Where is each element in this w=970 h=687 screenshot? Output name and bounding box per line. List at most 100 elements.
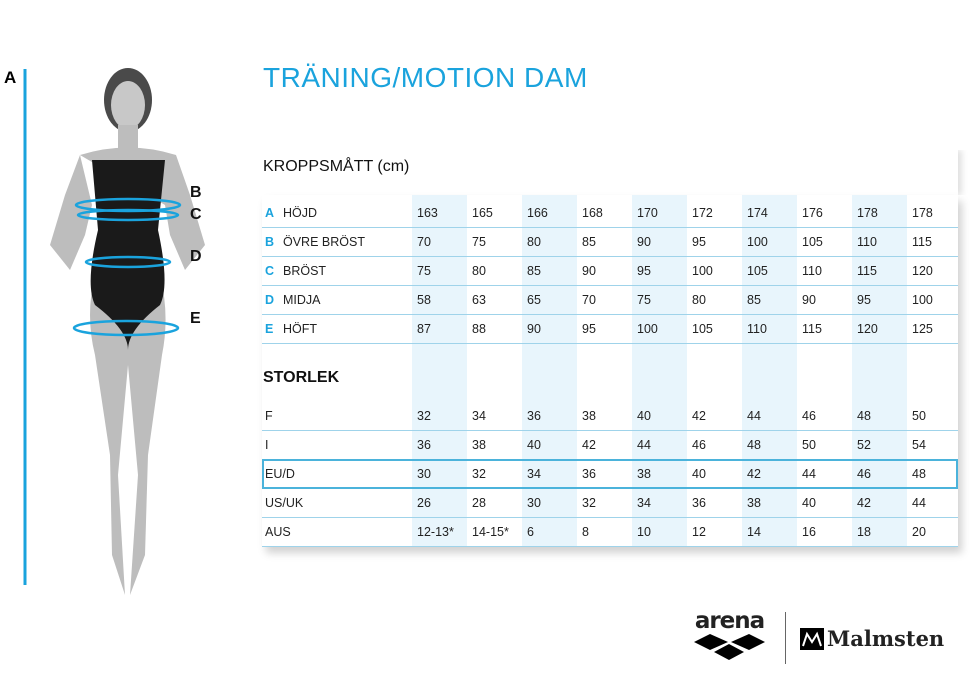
table-cell: 75 [637,293,651,307]
table-cell: 42 [692,409,706,423]
table-cell: 168 [582,206,603,220]
table-cell: 90 [637,235,651,249]
figure-label-d: D [190,248,202,265]
figure-label-b: B [190,184,202,201]
table-row-aus: AUS 12-13* 14-15* 6 8 10 12 14 16 18 20 [262,517,958,547]
row-label-text: I [265,438,269,452]
table-cell: 178 [857,206,878,220]
figure-label-a: A [4,68,16,87]
table-cell: 80 [527,235,541,249]
table-cell: 48 [912,467,926,481]
table-cell: 95 [637,264,651,278]
table-cell: 32 [582,496,596,510]
size-table: A HÖJD 163 165 166 168 170 172 174 176 178 178 B ÖVRE… [262,195,958,547]
table-cell: 110 [857,235,877,249]
table-cell: 12 [692,525,706,539]
table-cell: 85 [527,264,541,278]
row-letter: A [265,206,275,220]
table-cell: 8 [582,525,589,539]
table-cell: 115 [857,264,877,278]
table-cell: 174 [747,206,768,220]
row-label-text: AUS [265,525,291,539]
row-label: E HÖFT [265,322,317,336]
table-cell: 38 [747,496,761,510]
table-cell: 75 [417,264,431,278]
table-cell: 75 [472,235,486,249]
table-cell: 90 [802,293,816,307]
table-cell: 14 [747,525,761,539]
table-cell: 87 [417,322,431,336]
table-row-h-ft: E HÖFT 87 88 90 95 100 105 110 115 120 125 [262,314,958,344]
table-cell: 30 [527,496,541,510]
table-cell: 48 [857,409,871,423]
table-cell: 36 [527,409,541,423]
table-cell: 176 [802,206,823,220]
table-cell: 18 [857,525,871,539]
table-cell: 100 [692,264,713,278]
table-cell: 10 [637,525,651,539]
row-letter: D [265,293,275,307]
table-cell: 165 [472,206,493,220]
table-cell: 85 [582,235,596,249]
table-cell: 110 [747,322,767,336]
table-cell: 16 [802,525,816,539]
malmsten-logo: Malmsten [800,626,944,651]
row-label-text: BRÖST [283,264,327,278]
table-cell: 42 [857,496,871,510]
table-cell: 163 [417,206,438,220]
logo-divider [785,612,786,664]
table-cell: 46 [857,467,871,481]
table-cell: 110 [802,264,822,278]
table-cell: 170 [637,206,658,220]
row-label-text: ÖVRE BRÖST [283,235,365,249]
row-label-text: EU/D [265,467,295,481]
table-cell: 70 [582,293,596,307]
table-row-eu-d: EU/D 30 32 34 36 38 40 42 44 46 48 [262,459,958,489]
table-cell: 120 [912,264,933,278]
table-cell: 80 [472,264,486,278]
table-cell: 12-13* [417,525,454,539]
row-label-text: F [265,409,273,423]
row-letter: E [265,322,274,336]
model-figure: A B C D E [4,68,205,595]
table-cell: 48 [747,438,761,452]
row-label-text: HÖFT [283,322,318,336]
table-row-br-st: C BRÖST 75 80 85 90 95 100 105 110 115 120 [262,256,958,286]
arena-logo: arena [692,610,767,666]
row-label-text: US/UK [265,496,304,510]
table-cell: 32 [472,467,486,481]
table-cell: 178 [912,206,933,220]
table-cell: 44 [802,467,816,481]
table-row-us-uk: US/UK 26 28 30 32 34 36 38 40 42 44 [262,488,958,518]
row-label: US/UK [265,496,303,510]
table-cell: 14-15* [472,525,509,539]
row-label: A HÖJD [265,206,317,220]
table-cell: 120 [857,322,878,336]
table-cell: 166 [527,206,548,220]
table-cell: 90 [527,322,541,336]
table-cell: 95 [857,293,871,307]
table-cell: 105 [802,235,823,249]
table-cell: 28 [472,496,486,510]
page-title: TRÄNING/MOTION DAM [263,62,588,93]
table-cell: 26 [417,496,431,510]
row-label-text: MIDJA [283,293,321,307]
table-cell: 40 [692,467,706,481]
table-cell: 30 [417,467,431,481]
table-cell: 95 [582,322,596,336]
table-cell: 95 [692,235,706,249]
table-cell: 44 [747,409,761,423]
row-letter: B [265,235,275,249]
table-cell: 20 [912,525,926,539]
row-label: I [265,438,268,452]
table-row-h-jd: A HÖJD 163 165 166 168 170 172 174 176 178 178 [262,198,958,228]
table-cell: 44 [637,438,651,452]
table-cell: 58 [417,293,431,307]
size-heading: STORLEK [263,369,340,386]
table-cell: 88 [472,322,486,336]
table-cell: 38 [582,409,596,423]
table-cell: 65 [527,293,541,307]
table-row-midja: D MIDJA 58 63 65 70 75 80 85 90 95 100 [262,285,958,315]
table-cell: 115 [802,322,822,336]
table-cell: 115 [912,235,932,249]
